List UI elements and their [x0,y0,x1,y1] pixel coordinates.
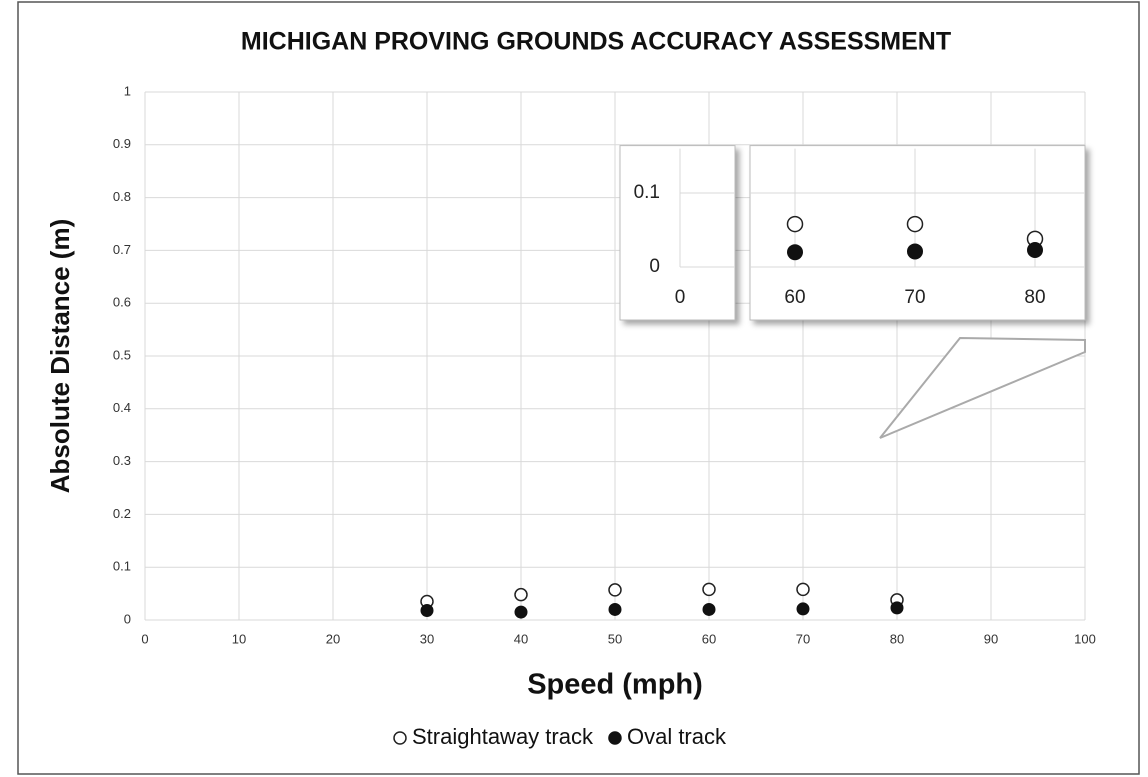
y-tick-label: 0.9 [113,136,131,151]
y-tick-label: 0 [124,611,131,626]
data-point [786,215,804,233]
x-tick-label: 40 [514,631,528,646]
data-point [890,601,904,615]
y-axis-title: Absolute Distance (m) [45,219,75,494]
inset-panel [619,145,736,321]
data-point [514,587,528,602]
x-tick-label: 80 [890,631,904,646]
x-tick-label: 60 [702,631,716,646]
data-point [906,215,924,233]
legend-marker [608,731,622,745]
inset-y-tick-label: 0.1 [634,182,660,203]
legend-label: Oval track [627,724,727,749]
chart-title: MICHIGAN PROVING GROUNDS ACCURACY ASSESS… [241,28,951,56]
y-tick-label: 0.6 [113,295,131,310]
y-tick-label: 0.4 [113,400,131,415]
data-point [787,244,803,261]
plot-area: 00.10.20.30.40.50.60.70.80.910 10 20 30 40 50… [113,83,1096,646]
inset-x-tick-label: 70 [904,287,925,308]
x-tick-label: 50 [608,631,622,646]
y-tick-label: 0.1 [113,559,131,574]
y-tick-label: 0.8 [113,189,131,204]
data-point [420,603,434,617]
x-tick-label: 30 [420,631,434,646]
data-point [796,602,810,616]
inset-x-tick-label: 80 [1024,287,1045,308]
y-tick-label: 0.5 [113,347,131,362]
data-point [514,605,528,619]
x-tick-label: 0 [141,631,148,646]
x-tick-label: 70 [796,631,810,646]
x-tick-label: 90 [984,631,998,646]
legend-marker [393,731,407,745]
inset-panel [749,145,1086,321]
y-tick-label: 0.2 [113,506,131,521]
data-point [608,602,622,616]
inset-x-tick-label: 0 [675,287,686,308]
data-point [608,583,622,597]
inset-y-tick-label: 0 [649,256,660,277]
data-point [702,602,716,616]
inset-x-tick-label: 60 [784,287,805,308]
inset: 0 0.1 0 60 70 80 [619,145,1086,321]
legend-label: Straightaway track [412,724,594,749]
y-tick-label: 1 [124,83,131,98]
data-point [1027,241,1043,258]
y-tick-label: 0.3 [113,453,131,468]
callout [879,336,1086,439]
x-tick-label: 100 [1074,631,1096,646]
data-point [907,243,923,260]
y-tick-label: 0.7 [113,242,131,257]
data-point [796,582,810,597]
x-axis-title: Speed (mph) [527,669,703,701]
x-tick-label: 10 [232,631,246,646]
x-tick-label: 20 [326,631,340,646]
data-point [702,582,716,597]
legend: Straightaway track Oval track [393,724,727,749]
